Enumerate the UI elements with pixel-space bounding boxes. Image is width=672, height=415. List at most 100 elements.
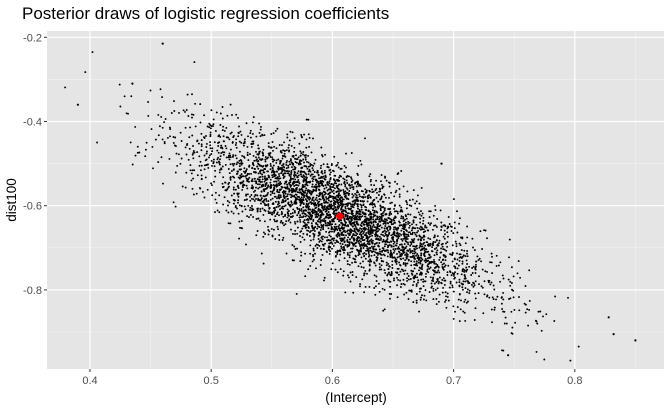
data-point: [380, 257, 383, 260]
data-point: [405, 215, 407, 218]
data-point: [235, 113, 238, 116]
data-point: [340, 207, 343, 210]
data-point: [348, 242, 351, 245]
data-point: [364, 188, 367, 191]
data-point: [374, 248, 377, 251]
data-point: [157, 113, 160, 116]
data-point: [418, 246, 421, 249]
data-point: [420, 296, 423, 299]
data-point: [390, 254, 393, 257]
data-point: [266, 164, 269, 167]
data-point: [296, 214, 299, 217]
data-point: [278, 177, 281, 180]
data-point: [277, 179, 280, 182]
data-point: [238, 220, 241, 223]
data-point: [464, 242, 467, 245]
data-point: [375, 196, 378, 199]
data-point: [180, 140, 183, 142]
data-point: [402, 220, 405, 223]
data-point: [246, 154, 249, 156]
data-point: [289, 212, 292, 215]
data-point: [317, 238, 320, 240]
data-point: [413, 216, 416, 219]
data-point: [151, 145, 154, 148]
data-point: [244, 172, 247, 174]
data-point: [383, 222, 385, 225]
data-point: [422, 298, 425, 301]
data-point: [331, 190, 334, 193]
data-point: [259, 128, 262, 131]
data-point: [369, 190, 371, 193]
data-point: [341, 224, 344, 227]
data-point: [303, 171, 306, 174]
data-point: [367, 255, 370, 258]
data-point: [322, 228, 325, 231]
data-point: [454, 240, 457, 243]
data-point: [418, 202, 421, 205]
data-point: [344, 205, 347, 208]
data-point: [318, 218, 320, 221]
data-point: [321, 253, 324, 256]
x-axis-title: (Intercept): [325, 390, 387, 405]
data-point: [363, 254, 366, 257]
data-point: [185, 109, 188, 111]
data-point: [279, 196, 282, 199]
data-point: [428, 291, 431, 293]
data-point: [334, 214, 337, 217]
data-point: [237, 131, 240, 134]
data-point: [417, 279, 420, 282]
data-point: [205, 152, 208, 155]
data-point: [271, 197, 274, 200]
data-point: [377, 237, 380, 240]
data-point: [332, 202, 335, 205]
data-point: [309, 164, 312, 167]
data-point: [336, 271, 339, 274]
data-point: [308, 191, 311, 194]
data-point: [260, 185, 263, 188]
data-point: [319, 167, 322, 170]
data-point: [273, 206, 276, 209]
data-point: [301, 227, 304, 230]
data-point: [417, 254, 420, 257]
data-point: [315, 211, 318, 214]
data-point: [331, 219, 334, 222]
data-point: [317, 205, 320, 208]
data-point: [351, 271, 354, 273]
data-point: [291, 155, 294, 158]
data-point: [413, 280, 415, 283]
data-point: [360, 228, 363, 231]
data-point: [267, 210, 270, 213]
data-point: [280, 201, 283, 204]
data-point: [414, 233, 417, 236]
data-point: [192, 193, 195, 196]
data-point: [147, 114, 150, 117]
data-point: [290, 172, 293, 174]
data-point: [343, 164, 346, 167]
data-point: [346, 230, 348, 233]
data-point: [207, 166, 210, 169]
data-point: [324, 184, 327, 187]
data-point: [446, 274, 449, 276]
data-point: [315, 204, 318, 206]
data-point: [279, 167, 282, 170]
data-point: [419, 249, 422, 252]
data-point: [466, 252, 468, 255]
data-point: [252, 170, 255, 173]
data-point: [368, 268, 371, 271]
data-point: [230, 131, 233, 134]
data-point: [407, 220, 410, 223]
data-point: [337, 196, 340, 199]
data-point: [274, 129, 277, 132]
data-point: [362, 243, 365, 246]
data-point: [378, 266, 381, 269]
data-point: [383, 269, 386, 272]
data-point: [396, 239, 399, 242]
data-point: [337, 190, 340, 193]
data-point: [436, 279, 439, 282]
data-point: [418, 290, 421, 293]
data-point: [317, 220, 320, 223]
data-point: [251, 178, 254, 181]
data-point: [491, 296, 494, 299]
data-point: [358, 208, 361, 211]
data-point: [319, 239, 322, 242]
